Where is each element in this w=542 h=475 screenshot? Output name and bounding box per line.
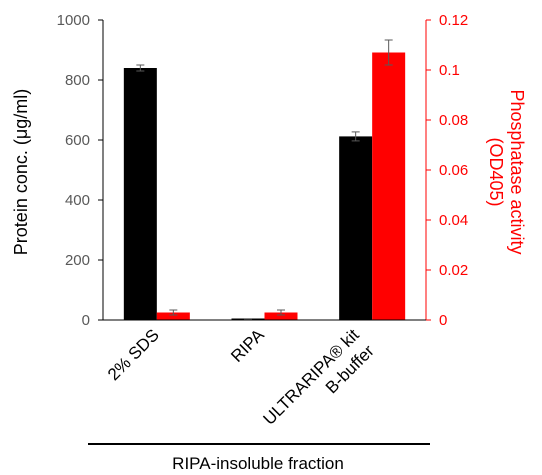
bars bbox=[123, 52, 406, 320]
right-tick-label: 0 bbox=[439, 312, 447, 329]
bar bbox=[156, 312, 190, 320]
right-axis-ticks: 0 0.02 0.04 0.06 0.08 0.1 0.12 bbox=[426, 12, 468, 329]
left-tick-label: 600 bbox=[65, 132, 90, 149]
right-tick-label: 0.08 bbox=[439, 112, 468, 129]
left-axis-label: Protein conc. (μg/ml) bbox=[11, 89, 31, 255]
right-tick-label: 0.12 bbox=[439, 12, 468, 29]
error-bars bbox=[136, 39, 393, 320]
right-tick-label: 0.02 bbox=[439, 262, 468, 279]
bar bbox=[123, 68, 157, 320]
right-axis-label-line2: (OD405) bbox=[486, 137, 506, 206]
bar bbox=[264, 312, 298, 320]
left-tick-label: 0 bbox=[82, 312, 90, 329]
bar bbox=[339, 136, 373, 320]
right-axis-label-line1: Phosphatase activity bbox=[507, 89, 527, 254]
right-tick-label: 0.04 bbox=[439, 212, 468, 229]
right-tick-label: 0.06 bbox=[439, 162, 468, 179]
category-label: 2% SDS bbox=[104, 325, 163, 384]
left-tick-label: 1000 bbox=[57, 12, 90, 29]
left-tick-label: 200 bbox=[65, 252, 90, 269]
category-label: RIPA bbox=[227, 325, 268, 366]
left-axis-ticks: 0 200 400 600 800 1000 bbox=[57, 12, 103, 329]
right-tick-label: 0.1 bbox=[439, 62, 460, 79]
left-tick-label: 800 bbox=[65, 72, 90, 89]
bar bbox=[372, 52, 406, 320]
x-axis-caption: RIPA-insoluble fraction bbox=[172, 454, 344, 473]
left-tick-label: 400 bbox=[65, 192, 90, 209]
